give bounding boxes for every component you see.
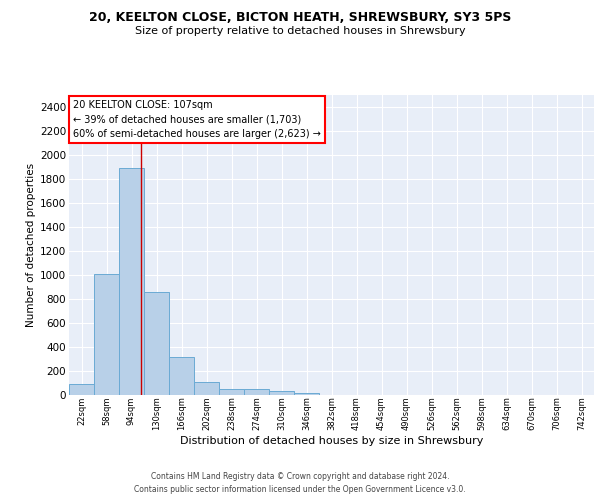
Bar [169,356,194,395]
Y-axis label: Number of detached properties: Number of detached properties [26,163,36,327]
Bar [244,389,269,395]
Bar [144,292,169,395]
Bar [69,384,94,395]
Bar [119,168,144,395]
Bar [194,382,219,395]
Bar [294,392,319,395]
Text: 20, KEELTON CLOSE, BICTON HEATH, SHREWSBURY, SY3 5PS: 20, KEELTON CLOSE, BICTON HEATH, SHREWSB… [89,11,511,24]
X-axis label: Distribution of detached houses by size in Shrewsbury: Distribution of detached houses by size … [180,436,483,446]
Bar [94,274,119,395]
Text: Contains HM Land Registry data © Crown copyright and database right 2024.
Contai: Contains HM Land Registry data © Crown c… [134,472,466,494]
Text: 20 KEELTON CLOSE: 107sqm
← 39% of detached houses are smaller (1,703)
60% of sem: 20 KEELTON CLOSE: 107sqm ← 39% of detach… [73,100,321,140]
Text: Size of property relative to detached houses in Shrewsbury: Size of property relative to detached ho… [134,26,466,36]
Bar [269,392,294,395]
Bar [219,389,244,395]
